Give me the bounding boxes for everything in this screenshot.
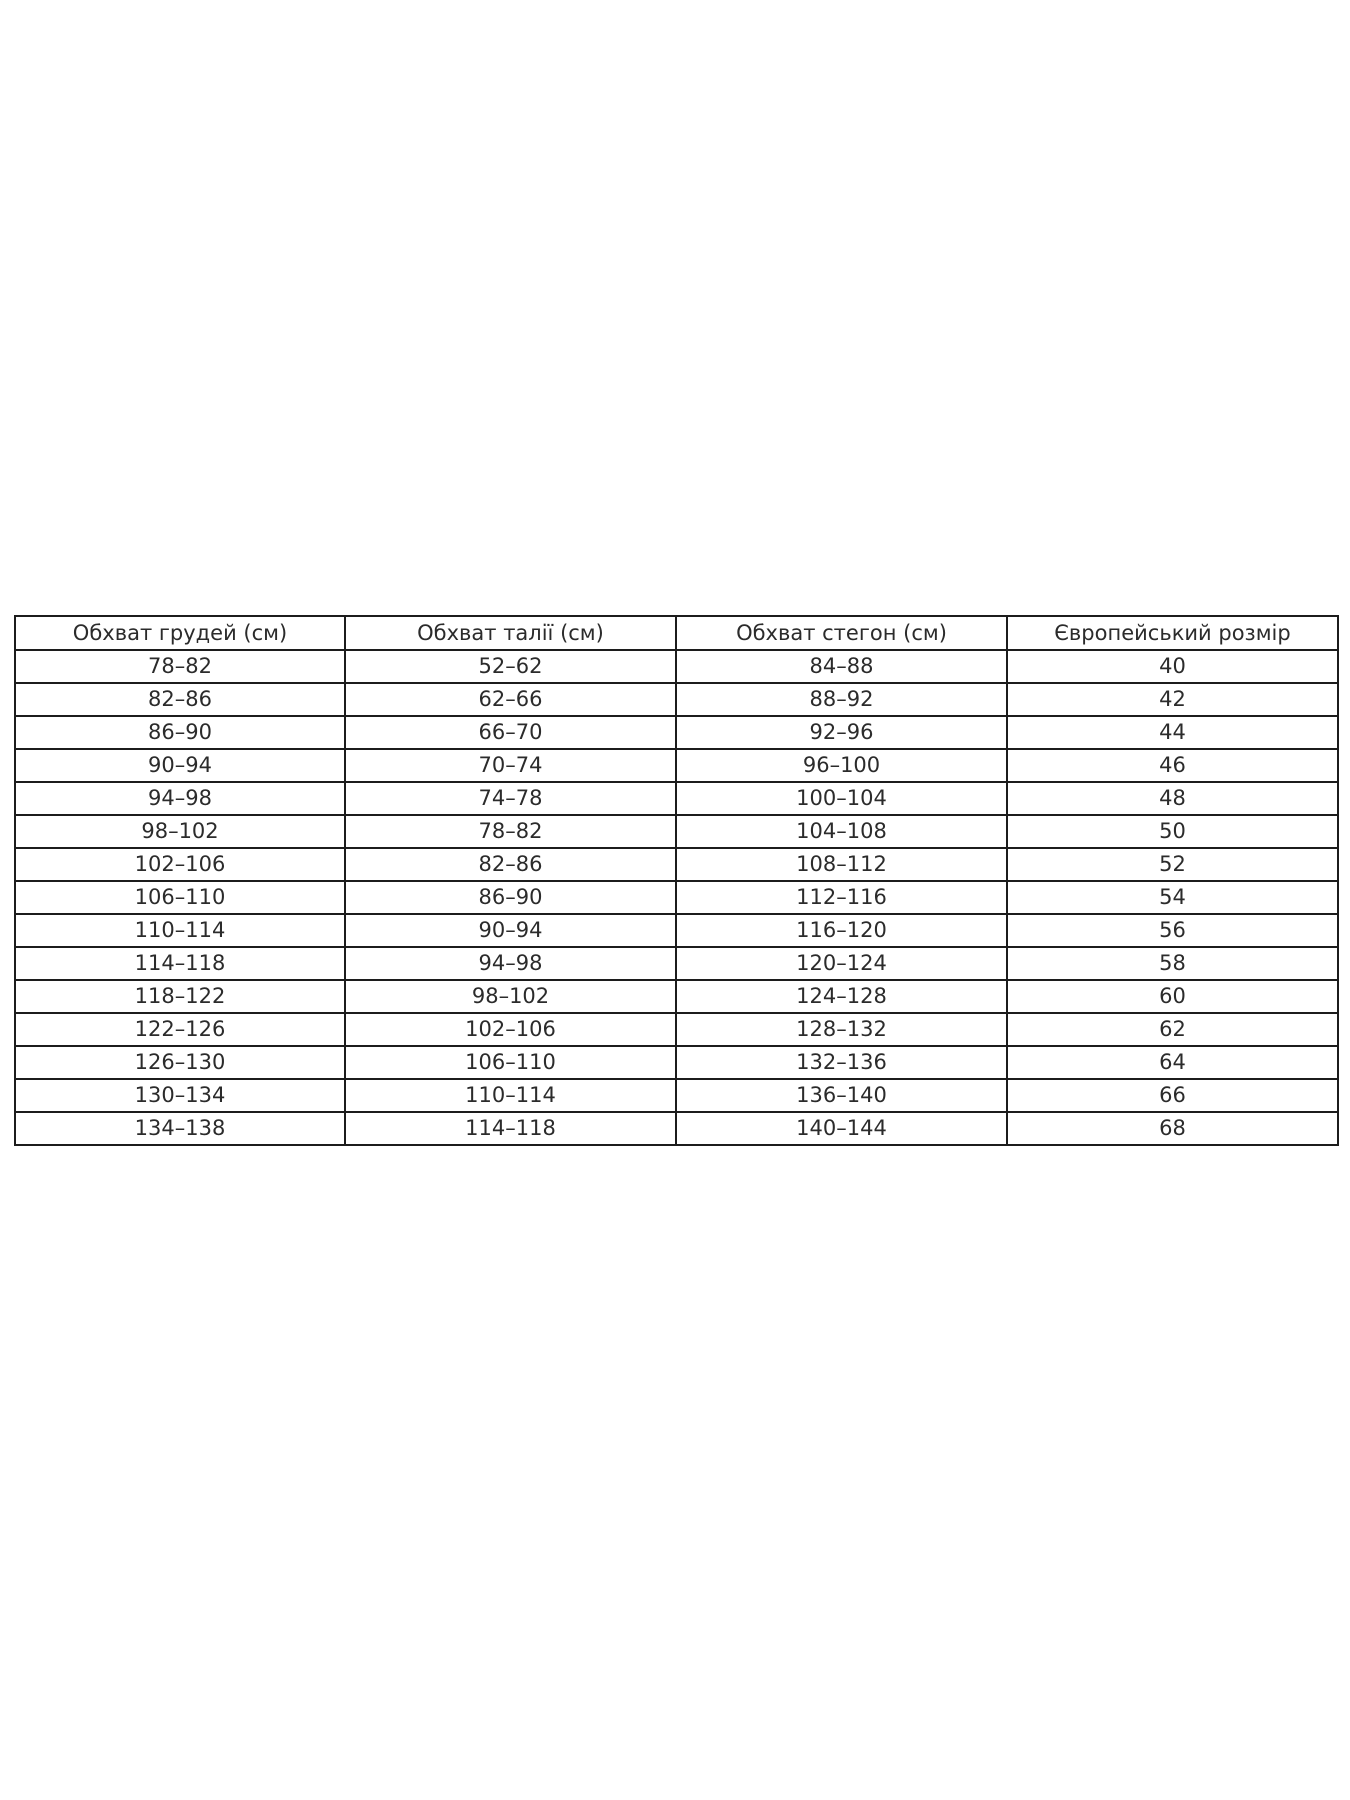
- cell-hips: 116–120: [675, 913, 1008, 948]
- cell-hips: 108–112: [675, 847, 1008, 882]
- cell-hips: 88–92: [675, 682, 1008, 717]
- cell-eu-size: 48: [1006, 781, 1339, 816]
- cell-chest: 102–106: [14, 847, 346, 882]
- cell-chest: 98–102: [14, 814, 346, 849]
- cell-waist: 86–90: [344, 880, 677, 915]
- cell-waist: 70–74: [344, 748, 677, 783]
- cell-waist: 66–70: [344, 715, 677, 750]
- cell-chest: 82–86: [14, 682, 346, 717]
- table-row: 122–126 102–106 128–132 62: [14, 1012, 1339, 1047]
- cell-waist: 90–94: [344, 913, 677, 948]
- cell-chest: 118–122: [14, 979, 346, 1014]
- cell-chest: 78–82: [14, 649, 346, 684]
- table-row: 126–130 106–110 132–136 64: [14, 1045, 1339, 1080]
- cell-eu-size: 62: [1006, 1012, 1339, 1047]
- cell-eu-size: 64: [1006, 1045, 1339, 1080]
- cell-chest: 90–94: [14, 748, 346, 783]
- table-header: Обхват грудей (см) Обхват талії (см) Обх…: [14, 615, 1339, 651]
- cell-hips: 96–100: [675, 748, 1008, 783]
- table-row: 82–86 62–66 88–92 42: [14, 682, 1339, 717]
- cell-chest: 134–138: [14, 1111, 346, 1146]
- cell-waist: 52–62: [344, 649, 677, 684]
- cell-eu-size: 40: [1006, 649, 1339, 684]
- cell-waist: 94–98: [344, 946, 677, 981]
- size-chart-container: Обхват грудей (см) Обхват талії (см) Обх…: [14, 615, 1339, 1146]
- table-header-row: Обхват грудей (см) Обхват талії (см) Обх…: [14, 615, 1339, 651]
- table-row: 78–82 52–62 84–88 40: [14, 649, 1339, 684]
- cell-hips: 136–140: [675, 1078, 1008, 1113]
- cell-eu-size: 52: [1006, 847, 1339, 882]
- cell-waist: 98–102: [344, 979, 677, 1014]
- table-row: 94–98 74–78 100–104 48: [14, 781, 1339, 816]
- cell-hips: 128–132: [675, 1012, 1008, 1047]
- cell-hips: 92–96: [675, 715, 1008, 750]
- table-row: 102–106 82–86 108–112 52: [14, 847, 1339, 882]
- cell-hips: 100–104: [675, 781, 1008, 816]
- cell-waist: 110–114: [344, 1078, 677, 1113]
- cell-chest: 114–118: [14, 946, 346, 981]
- cell-waist: 102–106: [344, 1012, 677, 1047]
- cell-chest: 106–110: [14, 880, 346, 915]
- cell-hips: 124–128: [675, 979, 1008, 1014]
- cell-eu-size: 66: [1006, 1078, 1339, 1113]
- column-header-hips: Обхват стегон (см): [675, 615, 1008, 651]
- cell-eu-size: 68: [1006, 1111, 1339, 1146]
- cell-hips: 84–88: [675, 649, 1008, 684]
- table-row: 134–138 114–118 140–144 68: [14, 1111, 1339, 1146]
- cell-hips: 132–136: [675, 1045, 1008, 1080]
- cell-hips: 112–116: [675, 880, 1008, 915]
- cell-eu-size: 54: [1006, 880, 1339, 915]
- column-header-waist: Обхват талії (см): [344, 615, 677, 651]
- column-header-eu-size: Європейський розмір: [1006, 615, 1339, 651]
- cell-hips: 140–144: [675, 1111, 1008, 1146]
- cell-waist: 78–82: [344, 814, 677, 849]
- size-chart-table: Обхват грудей (см) Обхват талії (см) Обх…: [14, 615, 1339, 1146]
- cell-waist: 114–118: [344, 1111, 677, 1146]
- cell-chest: 126–130: [14, 1045, 346, 1080]
- table-row: 118–122 98–102 124–128 60: [14, 979, 1339, 1014]
- cell-chest: 122–126: [14, 1012, 346, 1047]
- cell-waist: 82–86: [344, 847, 677, 882]
- cell-eu-size: 56: [1006, 913, 1339, 948]
- column-header-chest: Обхват грудей (см): [14, 615, 346, 651]
- cell-chest: 110–114: [14, 913, 346, 948]
- cell-eu-size: 44: [1006, 715, 1339, 750]
- table-row: 114–118 94–98 120–124 58: [14, 946, 1339, 981]
- table-row: 90–94 70–74 96–100 46: [14, 748, 1339, 783]
- cell-eu-size: 42: [1006, 682, 1339, 717]
- cell-eu-size: 60: [1006, 979, 1339, 1014]
- table-row: 86–90 66–70 92–96 44: [14, 715, 1339, 750]
- cell-hips: 120–124: [675, 946, 1008, 981]
- cell-chest: 86–90: [14, 715, 346, 750]
- cell-eu-size: 46: [1006, 748, 1339, 783]
- cell-waist: 74–78: [344, 781, 677, 816]
- table-body: 78–82 52–62 84–88 40 82–86 62–66 88–92 4…: [14, 649, 1339, 1146]
- table-row: 98–102 78–82 104–108 50: [14, 814, 1339, 849]
- table-row: 106–110 86–90 112–116 54: [14, 880, 1339, 915]
- cell-waist: 62–66: [344, 682, 677, 717]
- cell-eu-size: 58: [1006, 946, 1339, 981]
- table-row: 130–134 110–114 136–140 66: [14, 1078, 1339, 1113]
- cell-chest: 130–134: [14, 1078, 346, 1113]
- table-row: 110–114 90–94 116–120 56: [14, 913, 1339, 948]
- cell-waist: 106–110: [344, 1045, 677, 1080]
- cell-eu-size: 50: [1006, 814, 1339, 849]
- cell-hips: 104–108: [675, 814, 1008, 849]
- cell-chest: 94–98: [14, 781, 346, 816]
